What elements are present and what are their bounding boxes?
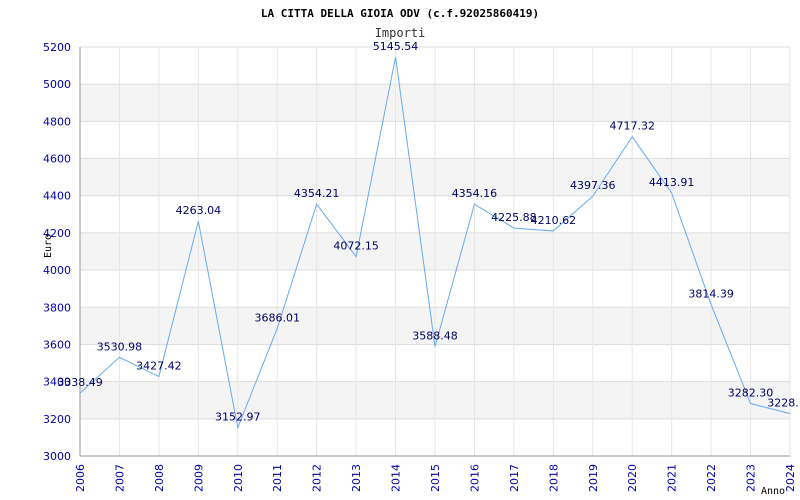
y-tick-label: 4600 <box>43 153 71 166</box>
data-label: 4717.32 <box>609 120 655 133</box>
x-tick-label: 2009 <box>192 464 205 492</box>
x-tick-label: 2024 <box>784 464 797 492</box>
data-label: 3427.42 <box>136 360 182 373</box>
axes <box>79 47 790 457</box>
data-labels: 3338.49 3530.98 3427.42 4263.04 3152.97 3686.… <box>57 40 800 423</box>
x-tick-label: 2023 <box>745 464 758 492</box>
chart-title: LA CITTA DELLA GIOIA ODV (c.f.9202586041… <box>261 7 539 20</box>
data-label: 5145.54 <box>373 40 419 53</box>
x-tick-label: 2020 <box>626 464 639 492</box>
x-tick-label: 2012 <box>311 464 324 492</box>
x-tick-label: 2019 <box>587 464 600 492</box>
x-tick-label: 2015 <box>429 464 442 492</box>
y-tick-label: 4800 <box>43 115 71 128</box>
data-label: 3282.30 <box>728 387 774 400</box>
data-label: 3338.49 <box>57 376 103 389</box>
x-tick-label: 2016 <box>468 464 481 492</box>
data-label: 3152.97 <box>215 411 261 424</box>
x-tick-label: 2006 <box>74 464 87 492</box>
x-axis-label: Anno <box>761 486 785 497</box>
x-tick-label: 2013 <box>350 464 363 492</box>
y-tick-label: 3200 <box>43 413 71 426</box>
data-label: 4210.62 <box>531 214 577 227</box>
x-tick-label: 2007 <box>113 464 126 492</box>
x-tick-label: 2011 <box>271 464 284 492</box>
data-label: 4397.36 <box>570 179 616 192</box>
y-tick-label: 4200 <box>43 227 71 240</box>
data-label: 4354.16 <box>452 187 498 200</box>
y-tick-label: 4000 <box>43 264 71 277</box>
x-tick-label: 2014 <box>390 464 403 492</box>
data-label: 4263.04 <box>176 204 222 217</box>
x-tick-labels: 2006 2007 2008 2009 2010 2011 2012 2013 2014 2015… <box>74 464 797 492</box>
y-tick-label: 5000 <box>43 78 71 91</box>
data-label: 3530.98 <box>97 340 143 353</box>
chart-subtitle: Importi <box>375 26 426 40</box>
data-label: 4225.88 <box>491 211 537 224</box>
y-tick-label: 3400 <box>43 376 71 389</box>
data-label: 4413.91 <box>649 176 695 189</box>
x-tick-label: 2010 <box>232 464 245 492</box>
data-label: 3686.01 <box>254 311 300 324</box>
x-tick-label: 2008 <box>153 464 166 492</box>
y-tick-label: 3600 <box>43 338 71 351</box>
y-tick-labels: 3000 3200 3400 3600 3800 4000 4200 4400 4600 4800… <box>43 41 71 463</box>
data-label: 3814.39 <box>688 288 734 301</box>
y-tick-label: 4400 <box>43 190 71 203</box>
data-label: 3588.48 <box>412 330 458 343</box>
y-tick-label: 5200 <box>43 41 71 54</box>
x-tick-label: 2017 <box>508 464 521 492</box>
data-label: 4072.15 <box>333 240 379 253</box>
series-line <box>79 57 791 430</box>
y-tick-label: 3800 <box>43 301 71 314</box>
y-axis-label: Euro <box>43 234 54 258</box>
data-label: 4354.21 <box>294 187 340 200</box>
x-tick-label: 2018 <box>547 464 560 492</box>
data-label: 3228.15 <box>767 397 800 410</box>
x-tick-label: 2022 <box>705 464 718 492</box>
y-tick-label: 3000 <box>43 450 71 463</box>
x-tick-label: 2021 <box>666 464 679 492</box>
